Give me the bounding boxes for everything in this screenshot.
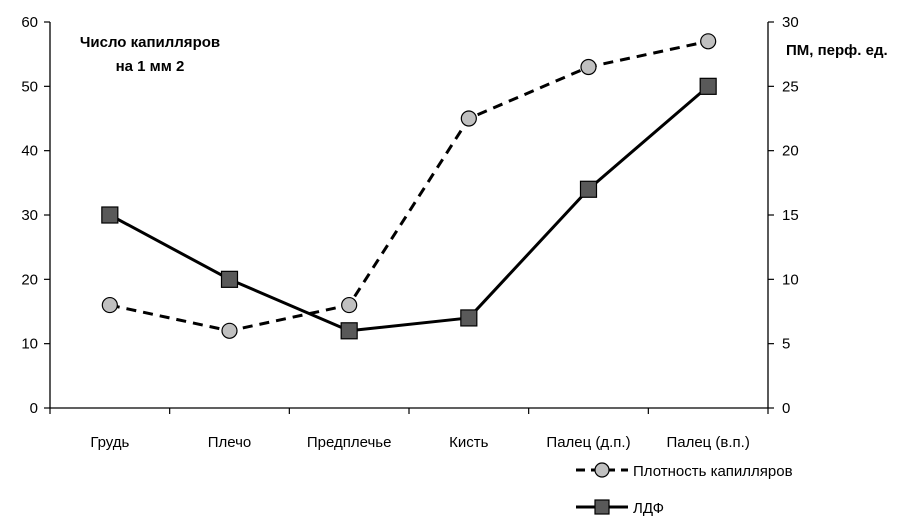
- left-axis-ticks: 0 10 20 30 40 50 60: [21, 14, 50, 417]
- chart-axes: [49, 22, 769, 414]
- data-point-ldf: [699, 77, 717, 95]
- left-tick-label: 30: [21, 207, 38, 224]
- right-tick-label: 15: [782, 207, 799, 224]
- left-axis-label-line1: Число капилляров: [80, 34, 220, 51]
- left-tick-label: 20: [21, 271, 38, 288]
- legend-label-ldf: ЛДФ: [633, 500, 664, 516]
- category-label: Предплечье: [307, 434, 392, 451]
- right-axis-label: ПМ, перф. ед.: [786, 42, 888, 59]
- left-axis-label-line2: на 1 мм 2: [116, 58, 185, 75]
- data-point-ldf: [579, 180, 598, 198]
- series-lines: [109, 39, 710, 333]
- legend-marker-ldf: [594, 499, 610, 515]
- data-point-ldf: [220, 270, 239, 288]
- right-tick-label: 10: [782, 271, 799, 288]
- legend-item-ldf: ЛДФ: [576, 499, 664, 516]
- right-tick-label: 20: [782, 143, 799, 160]
- data-point-density: [460, 110, 477, 127]
- category-labels: Грудь Плечо Предплечье Кисть Палец (д.п.) Пал…: [90, 434, 750, 451]
- series-markers: [101, 33, 717, 340]
- data-point-density: [700, 33, 717, 50]
- right-tick-label: 5: [782, 336, 790, 353]
- left-tick-label: 40: [21, 143, 38, 160]
- data-point-ldf: [340, 322, 358, 340]
- category-label: Палец (д.п.): [546, 434, 630, 451]
- series-line-1: [109, 85, 710, 333]
- legend-label-density: Плотность капилляров: [633, 463, 793, 480]
- left-tick-label: 0: [30, 400, 38, 417]
- category-label: Кисть: [449, 434, 488, 451]
- right-axis-ticks: 0 5 10 15 20 25 30: [768, 14, 799, 417]
- category-label: Плечо: [208, 434, 252, 451]
- category-label: Грудь: [90, 434, 129, 451]
- data-point-ldf: [460, 309, 478, 327]
- left-tick-label: 60: [21, 14, 38, 31]
- data-point-density: [341, 296, 358, 314]
- right-tick-label: 30: [782, 14, 799, 31]
- data-point-density: [221, 322, 238, 339]
- left-tick-label: 10: [21, 336, 38, 353]
- right-tick-label: 25: [782, 78, 799, 95]
- data-point-ldf: [101, 206, 119, 224]
- right-tick-label: 0: [782, 400, 790, 417]
- category-label: Палец (в.п.): [666, 434, 749, 451]
- data-point-density: [101, 296, 118, 314]
- legend: Плотность капилляров ЛДФ: [576, 462, 793, 516]
- left-tick-label: 50: [21, 78, 38, 95]
- data-point-density: [580, 58, 597, 76]
- series-line-0: [109, 39, 709, 333]
- legend-marker-density: [594, 462, 610, 478]
- legend-item-density: Плотность капилляров: [576, 462, 793, 480]
